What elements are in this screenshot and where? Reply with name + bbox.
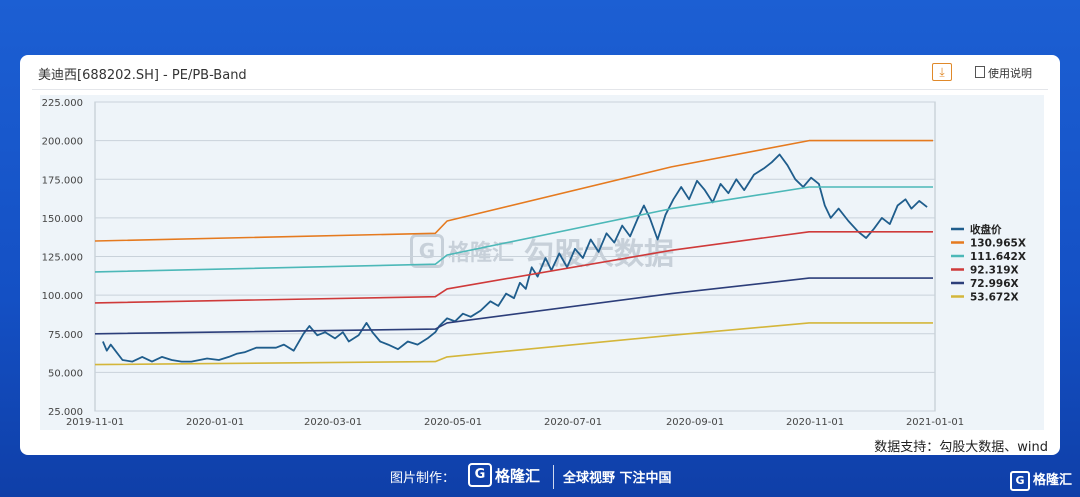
y-tick-label: 225.000 — [42, 98, 83, 109]
corner-logo-icon: G — [1009, 471, 1030, 491]
y-tick-label: 150.000 — [42, 214, 83, 225]
legend-label: 111.642X — [970, 251, 1026, 263]
x-tick-label: 2020-09-01 — [666, 417, 724, 428]
corner-brand: 格隆汇 — [1032, 473, 1072, 488]
footer-divider — [553, 465, 554, 489]
download-icon[interactable]: ⤓ — [932, 63, 952, 81]
corner-logo: G 格隆汇 — [1009, 469, 1072, 491]
series-lines — [94, 139, 933, 366]
x-tick-label: 2020-01-01 — [186, 417, 244, 428]
legend-label: 92.319X — [970, 265, 1019, 277]
pe-band-line — [94, 277, 933, 335]
pe-band-chart: 225.000 200.000 175.000 150.000 125.000 100.0… — [42, 98, 1026, 428]
pe-band-line — [94, 186, 933, 273]
y-tick-label: 75.000 — [48, 330, 83, 341]
close-price-line — [102, 153, 928, 363]
footer-logo: G 格隆汇 — [468, 463, 548, 489]
grid — [94, 101, 936, 412]
help-button[interactable]: 使用说明 — [975, 65, 1032, 81]
x-tick-label: 2021-01-01 — [906, 417, 964, 428]
footer-slogan: 全球视野 下注中国 — [563, 471, 672, 486]
help-label: 使用说明 — [988, 67, 1032, 80]
footer-logo-icon: G — [468, 463, 492, 487]
legend-label: 收盘价 — [970, 223, 1002, 236]
footer: 图片制作： G 格隆汇 全球视野 下注中国 — [0, 459, 1080, 497]
y-tick-label: 50.000 — [48, 368, 83, 379]
y-tick-label: 200.000 — [42, 137, 83, 148]
x-tick-label: 2020-03-01 — [304, 417, 362, 428]
chart-title: 美迪西[688202.SH] - PE/PB-Band — [38, 68, 247, 83]
x-tick-label: 2020-07-01 — [544, 417, 602, 428]
chart-card: 美迪西[688202.SH] - PE/PB-Band ⤓ 使用说明 G 格隆汇勾… — [20, 55, 1060, 455]
document-icon — [975, 66, 985, 78]
y-tick-label: 100.000 — [42, 291, 83, 302]
legend-label: 72.996X — [970, 278, 1019, 290]
y-tick-label: 175.000 — [42, 175, 83, 186]
made-by-label: 图片制作： — [390, 471, 456, 486]
x-tick-label: 2019-11-01 — [66, 417, 124, 428]
pe-band-line — [94, 139, 933, 242]
y-tick-label: 125.000 — [42, 253, 83, 264]
data-source: 数据支持：勾股大数据、wind — [874, 440, 1048, 455]
plot-background — [40, 95, 1044, 430]
legend-label: 130.965X — [970, 238, 1026, 250]
x-tick-label: 2020-05-01 — [424, 417, 482, 428]
watermark-brand: 格隆汇 — [448, 241, 515, 266]
x-tick-label: 2020-11-01 — [786, 417, 844, 428]
y-tick-label: 25.000 — [48, 407, 83, 418]
legend-label: 53.672X — [970, 292, 1019, 304]
footer-brand: 格隆汇 — [495, 466, 541, 485]
x-axis-ticks: 2019-11-01 2020-01-01 2020-03-01 2020-05-01… — [66, 417, 964, 428]
y-axis-ticks: 225.000 200.000 175.000 150.000 125.000 100.0… — [42, 98, 83, 418]
pe-band-line — [94, 322, 933, 366]
title-divider — [32, 89, 1048, 90]
pe-band-line — [94, 231, 933, 304]
